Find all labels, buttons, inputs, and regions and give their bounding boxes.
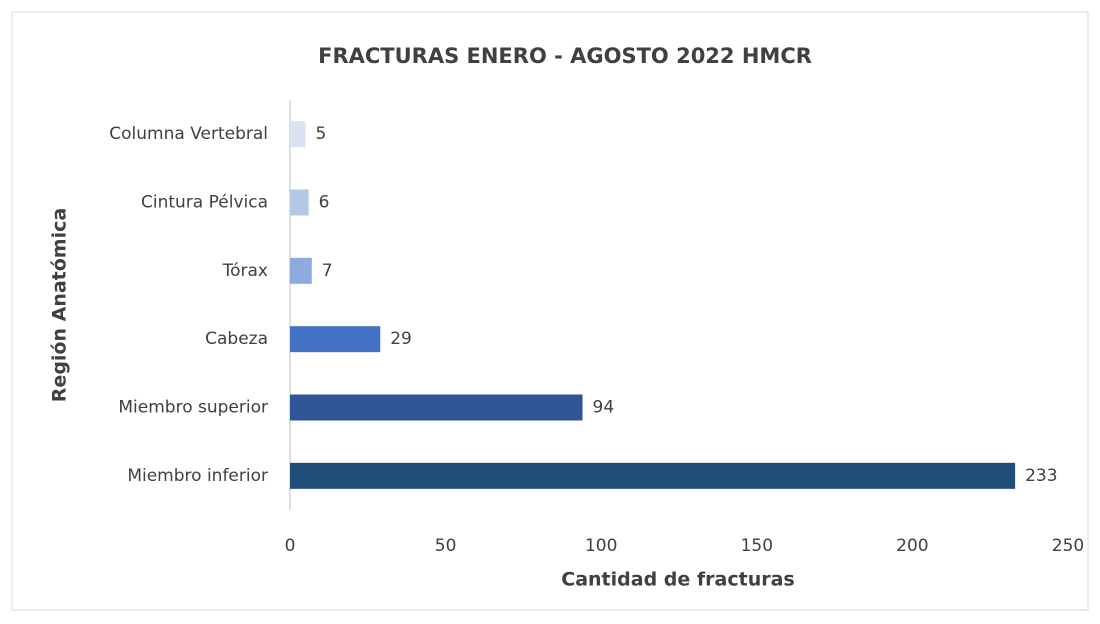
bar <box>290 462 1016 489</box>
bar <box>290 189 309 216</box>
bar <box>290 394 583 421</box>
x-tick-label: 200 <box>896 536 928 556</box>
y-tick-label: Cabeza <box>205 329 268 349</box>
y-tick-label: Cintura Pélvica <box>141 193 268 213</box>
y-tick-label: Miembro inferior <box>127 466 268 486</box>
x-tick-label: 100 <box>585 536 617 556</box>
x-tick-label: 150 <box>741 536 773 556</box>
x-tick-label: 50 <box>435 536 457 556</box>
y-tick-label: Columna Vertebral <box>109 124 268 144</box>
x-tick-label: 0 <box>285 536 296 556</box>
data-label: 5 <box>316 124 327 144</box>
bar <box>290 257 312 284</box>
data-label: 94 <box>593 398 615 418</box>
x-tick-label: 250 <box>1052 536 1084 556</box>
chart-title: FRACTURAS ENERO - AGOSTO 2022 HMCR <box>318 44 812 68</box>
y-axis-label: Región Anatómica <box>49 208 71 402</box>
data-label: 6 <box>319 193 330 213</box>
bar <box>290 326 381 353</box>
data-label: 7 <box>322 261 333 281</box>
bar <box>290 121 306 148</box>
chart-border <box>11 11 1089 611</box>
data-label: 29 <box>390 329 412 349</box>
x-axis-label: Cantidad de fracturas <box>561 569 794 591</box>
y-tick-label: Tórax <box>222 261 268 281</box>
y-tick-label: Miembro superior <box>118 398 268 418</box>
data-label: 233 <box>1025 466 1057 486</box>
